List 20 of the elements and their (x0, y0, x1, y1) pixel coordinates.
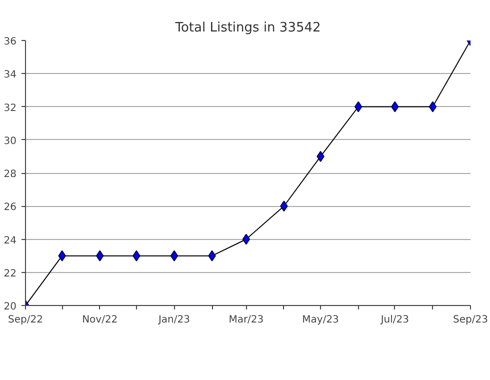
x-tick-label: Sep/22 (8, 314, 43, 326)
x-tick-label: Jan/23 (157, 314, 190, 326)
point (170, 250, 178, 262)
y-tick-label: 28 (4, 169, 17, 180)
chart-title: Total Listings in 33542 (174, 20, 321, 36)
y-tick-label: 32 (4, 102, 17, 114)
x-tick-label: Jul/23 (380, 314, 410, 326)
point (242, 234, 250, 245)
y-tick-label: 22 (4, 268, 17, 280)
y-tick-label: 24 (4, 235, 17, 246)
y-tick-label: 26 (4, 202, 17, 214)
y-tick-label: 34 (4, 70, 17, 81)
y-tick-label: 36 (4, 36, 17, 48)
y-tick-label: 30 (4, 136, 17, 147)
point (428, 101, 437, 112)
x-tick-label: Mar/23 (228, 314, 264, 326)
x-tick-label: May/23 (302, 314, 339, 326)
x-tick-label: Nov/22 (82, 314, 118, 326)
y-tick-label: 20 (4, 302, 17, 312)
x-tick-label: Sep/23 (453, 314, 488, 326)
